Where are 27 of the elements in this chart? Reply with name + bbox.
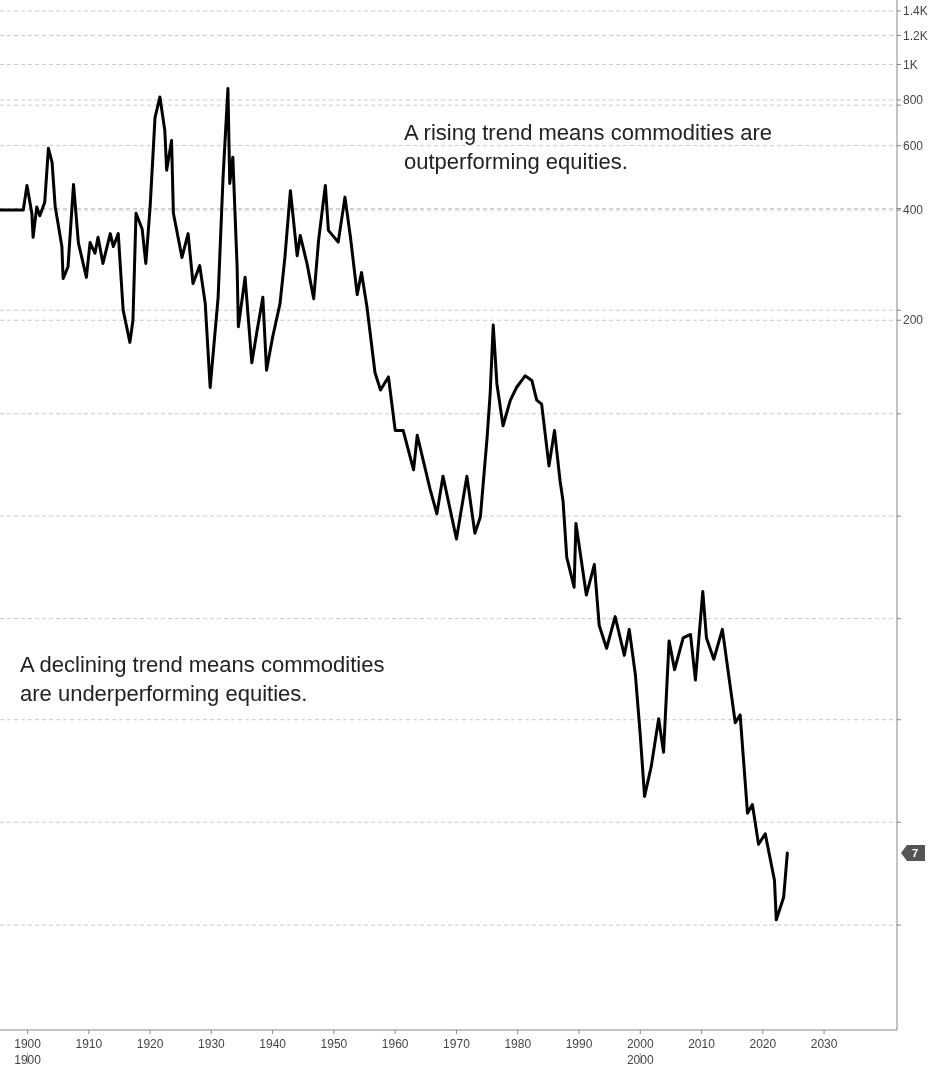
text: 7 <box>911 846 919 859</box>
annotation: A declining trend means commodities are underperforming equities. <box>20 652 385 706</box>
y-tick-label: 1K <box>903 57 918 72</box>
x-tick-label: 1980 <box>504 1037 532 1051</box>
y-tick-label: 200 <box>903 313 924 328</box>
x-tick-label: 1930 <box>198 1037 226 1051</box>
x-tick-label: 2010 <box>688 1037 716 1051</box>
y-tick-label: 400 <box>903 203 924 218</box>
x-tick-label: 1950 <box>320 1037 348 1051</box>
x-tick-label: 1940 <box>259 1037 287 1051</box>
x-tick-label: 1910 <box>75 1037 103 1051</box>
y-tick-label: 1.4K <box>903 4 928 19</box>
x-tick-label: 1920 <box>136 1037 164 1051</box>
y-tick-label: 600 <box>903 138 924 153</box>
line-series <box>0 86 789 922</box>
y-tick-label: 800 <box>903 93 924 108</box>
x2-tick-label: 1900 <box>14 1053 42 1067</box>
x-tick-label: 1970 <box>443 1037 471 1051</box>
x-tick-label: 1900 <box>14 1037 42 1051</box>
x-tick-label: 2030 <box>810 1037 838 1051</box>
x-tick-label: 2020 <box>749 1037 777 1051</box>
x2-tick-label: 2000 <box>626 1053 654 1067</box>
x-tick-label: 1990 <box>565 1037 593 1051</box>
y-tick-label: 1.2K <box>903 28 928 43</box>
x-tick-label: 2000 <box>626 1037 654 1051</box>
annotation: A rising trend means commodities are outperforming equities. <box>404 120 773 174</box>
x-tick-label: 1960 <box>381 1037 409 1051</box>
